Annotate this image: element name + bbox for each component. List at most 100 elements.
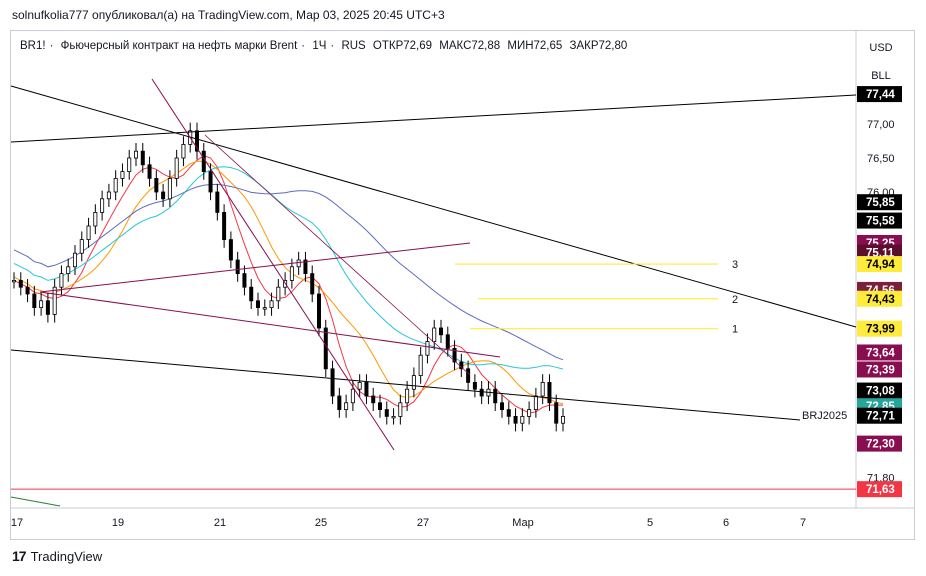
legend-open: ОТКР72,69	[372, 40, 433, 52]
y-tick-label: 76,50	[867, 153, 895, 165]
price-label: 77,44	[866, 89, 895, 101]
candle-body	[181, 143, 186, 159]
author-line: solnufkolia777 опубликовал(а) на Trading…	[12, 8, 445, 22]
candle-body	[438, 327, 443, 336]
candle-body	[255, 300, 260, 308]
price-label-bg	[857, 256, 902, 273]
candle-body	[499, 402, 504, 410]
y-tick-label: 77,00	[867, 119, 895, 131]
candle-body	[100, 198, 105, 213]
candle-body	[235, 259, 240, 275]
candle-body	[377, 402, 382, 410]
x-tick-label: 17	[11, 517, 23, 529]
currency-unit-button[interactable]: BLL	[871, 70, 891, 82]
candle-body	[106, 191, 111, 200]
level-label: 1	[732, 324, 738, 336]
price-label: 73,64	[866, 347, 895, 359]
x-tick-label: 7	[800, 517, 806, 529]
candle-body	[391, 415, 396, 419]
candle-body	[364, 381, 369, 397]
candle-body	[289, 266, 294, 281]
candle-body	[66, 266, 71, 274]
candle-body	[493, 388, 498, 404]
candle-body	[113, 177, 118, 193]
candle-body	[249, 286, 254, 302]
annotation-label: BRJ2025	[802, 410, 847, 422]
candle-body	[133, 150, 138, 159]
legend-exchange: RUS	[341, 40, 366, 52]
candle-body	[11, 279, 16, 283]
candle-body	[208, 171, 213, 193]
ma-fast-line	[13, 155, 563, 414]
footer-brand: TradingView	[30, 548, 103, 564]
price-label-bg	[857, 194, 902, 211]
candle-body	[506, 409, 511, 417]
fan-line-rising	[39, 242, 471, 293]
fan-line-mid	[204, 134, 471, 376]
x-tick-label: 25	[315, 517, 327, 529]
legend-close: ЗАКР72,80	[569, 40, 628, 52]
candle-body	[18, 279, 23, 288]
candle-body	[452, 347, 457, 363]
price-label-bg	[857, 290, 902, 307]
candle-body	[215, 191, 220, 213]
candle-body	[296, 259, 301, 268]
candle-body	[405, 388, 410, 404]
ma-long-line	[13, 183, 564, 361]
price-label-bg	[857, 361, 902, 378]
candle-body	[337, 395, 342, 411]
price-label: 71,63	[866, 484, 895, 496]
candle-body	[154, 177, 159, 193]
chart-legend: BR1! · Фьючерсный контракт на нефть марки…	[20, 40, 628, 52]
tradingview-logo-icon: 17	[12, 548, 27, 564]
x-tick-label: 6	[723, 517, 729, 529]
candle-body	[411, 375, 416, 390]
candle-body	[262, 307, 267, 310]
chart-frame	[10, 30, 915, 540]
candle-body	[479, 388, 484, 397]
trendline-descending	[10, 85, 857, 328]
candle-body	[147, 164, 152, 179]
price-label: 75,85	[866, 197, 895, 209]
candle-body	[79, 239, 84, 254]
x-tick-label: 19	[112, 517, 124, 529]
candle-body	[45, 300, 50, 315]
fan-line-steep	[151, 78, 395, 451]
candle-body	[303, 259, 308, 275]
candle-body	[445, 334, 450, 349]
price-label: 75,58	[866, 216, 895, 228]
candle-body	[167, 177, 172, 200]
candle-body	[323, 327, 328, 370]
candle-body	[242, 273, 247, 288]
price-label: 73,08	[866, 386, 895, 398]
candle-body	[472, 381, 477, 390]
candle-body	[371, 395, 376, 404]
ma-mid-line	[13, 160, 564, 405]
fan-line-falling	[39, 291, 501, 358]
candle-body	[513, 415, 518, 424]
candle-body	[540, 381, 545, 397]
level-label: 2	[732, 294, 738, 306]
x-tick-label: 27	[417, 517, 429, 529]
candle-body	[316, 293, 321, 329]
candle-body	[194, 130, 199, 152]
price-label-bg	[857, 481, 902, 498]
ma-slow-line	[13, 166, 564, 370]
candle-body	[269, 300, 274, 308]
candle-body	[93, 211, 98, 227]
legend-interval: 1Ч	[312, 40, 327, 52]
candle-body	[533, 395, 538, 411]
candle-body	[554, 402, 559, 424]
candle-body	[561, 415, 566, 424]
candle-body	[384, 409, 389, 417]
currency-usd-button[interactable]: USD	[869, 42, 893, 54]
candle-body	[120, 171, 125, 179]
candle-body	[276, 286, 281, 302]
candle-body	[527, 409, 532, 417]
candle-body	[344, 402, 349, 410]
x-tick-label: 5	[647, 517, 653, 529]
price-label: 72,30	[866, 439, 895, 451]
price-label-bg	[857, 320, 902, 337]
candle-body	[466, 368, 471, 383]
